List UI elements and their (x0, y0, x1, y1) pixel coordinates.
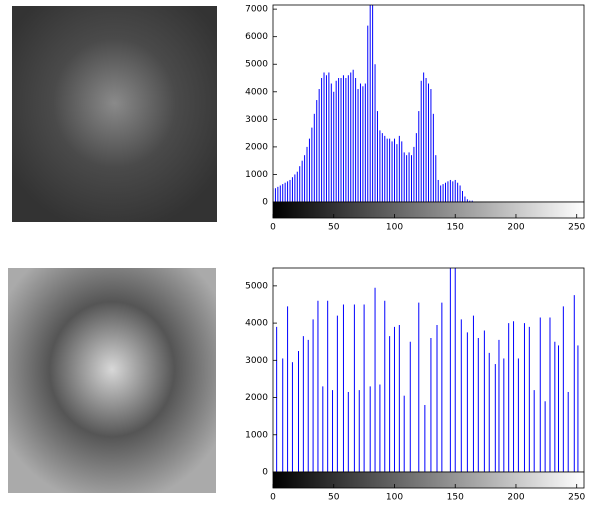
x-tick-label: 250 (568, 223, 585, 233)
y-tick-label: 0 (262, 198, 268, 208)
y-tick-label: 1000 (245, 430, 268, 440)
y-tick-label: 4000 (245, 87, 268, 97)
y-tick-label: 3000 (245, 115, 268, 125)
plot-area (273, 5, 473, 202)
x-tick-label: 150 (447, 223, 464, 233)
y-tick-labels: 0 1000 2000 3000 4000 5000 6000 7000 (245, 5, 268, 208)
x-tick-label: 200 (507, 223, 524, 233)
y-tick-label: 1000 (245, 170, 268, 180)
y-tick-label: 4000 (245, 319, 268, 329)
histogram: 0 1000 2000 3000 4000 5000 0 50 100 150 200 250 (245, 267, 586, 503)
y-tick-label: 7000 (245, 5, 268, 15)
x-tick-label: 0 (270, 223, 276, 233)
axes-frame (272, 267, 585, 473)
x-tick-label: 150 (447, 493, 464, 503)
y-tick-label: 0 (262, 468, 268, 478)
photo-original (12, 6, 217, 222)
y-tick-labels: 0 1000 2000 3000 4000 5000 (245, 281, 268, 477)
plot-area (276, 268, 579, 472)
x-tick-label: 0 (270, 493, 276, 503)
y-tick-label: 5000 (245, 281, 268, 291)
histogram: 0 1000 2000 3000 4000 5000 6000 7000 0 50 100 150 20… (245, 4, 586, 233)
colorbar (272, 201, 585, 219)
x-tick-label: 50 (328, 493, 340, 503)
y-tick-label: 6000 (245, 32, 268, 42)
x-tick-label: 100 (386, 223, 403, 233)
colorbar (272, 471, 585, 489)
x-tick-label: 200 (507, 493, 524, 503)
y-tick-label: 2000 (245, 142, 268, 152)
x-tick-label: 100 (386, 493, 403, 503)
y-tick-label: 3000 (245, 356, 268, 366)
y-tick-label: 5000 (245, 60, 268, 70)
photo-equalized (8, 268, 216, 493)
x-tick-label: 250 (568, 493, 585, 503)
y-tick-label: 2000 (245, 393, 268, 403)
x-tick-label: 50 (328, 223, 340, 233)
